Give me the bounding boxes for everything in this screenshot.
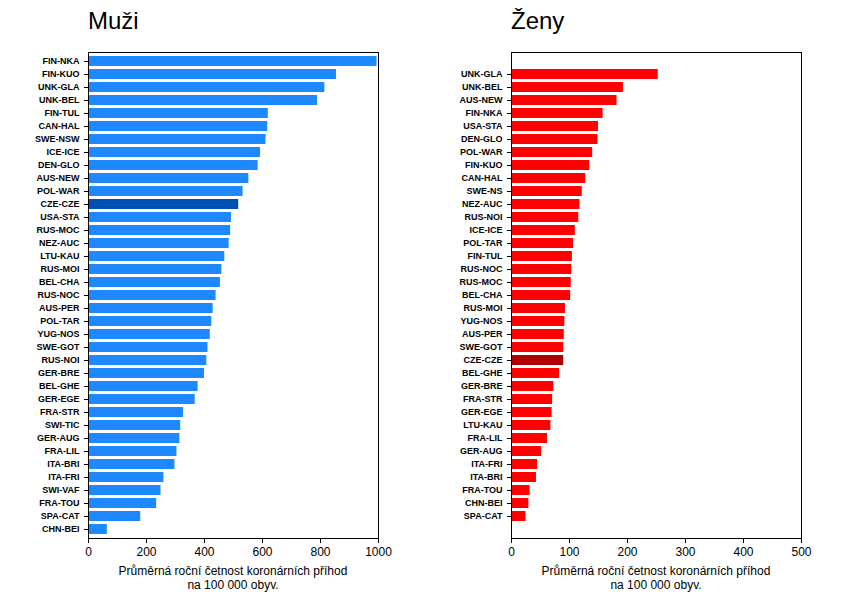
svg-text:BEL-CHA: BEL-CHA <box>462 290 503 300</box>
svg-text:RUS-NOC: RUS-NOC <box>461 264 503 274</box>
svg-text:RUS-MOC: RUS-MOC <box>37 225 80 235</box>
svg-text:USA-STA: USA-STA <box>463 121 503 131</box>
svg-text:SWI-VAF: SWI-VAF <box>42 485 80 495</box>
svg-text:LTU-KAU: LTU-KAU <box>463 420 502 430</box>
svg-text:AUS-NEW: AUS-NEW <box>460 95 504 105</box>
svg-text:SPA-CAT: SPA-CAT <box>41 511 80 521</box>
svg-text:GER-AUG: GER-AUG <box>37 433 80 443</box>
html-text:Ženy: Ženy <box>511 7 565 34</box>
svg-text:CAN-HAL: CAN-HAL <box>462 173 503 183</box>
svg-text:GER-EGE: GER-EGE <box>38 394 80 404</box>
svg-text:POL-TAR: POL-TAR <box>463 238 503 248</box>
svg-text:SWE-NSW: SWE-NSW <box>35 134 80 144</box>
svg-text:0: 0 <box>508 545 515 559</box>
html-text:Průměrná roční četnost koronár: Průměrná roční četnost koronárních přího… <box>541 564 771 592</box>
svg-text:ITA-BRI: ITA-BRI <box>470 472 502 482</box>
svg-text:400: 400 <box>733 545 753 559</box>
svg-text:SWE-GOT: SWE-GOT <box>460 342 503 352</box>
svg-text:BEL-GHE: BEL-GHE <box>39 381 80 391</box>
svg-text:DEN-GLO: DEN-GLO <box>461 134 503 144</box>
svg-text:500: 500 <box>791 545 811 559</box>
svg-text:ITA-FRI: ITA-FRI <box>471 459 502 469</box>
svg-text:ITA-FRI: ITA-FRI <box>48 472 79 482</box>
svg-text:RUS-MOI: RUS-MOI <box>41 264 80 274</box>
svg-text:UNK-BEL: UNK-BEL <box>462 82 503 92</box>
svg-text:ITA-BRI: ITA-BRI <box>47 459 79 469</box>
svg-text:CHN-BEI: CHN-BEI <box>465 498 503 508</box>
svg-text:RUS-MOC: RUS-MOC <box>460 277 503 287</box>
svg-text:200: 200 <box>136 545 156 559</box>
svg-text:POL-WAR: POL-WAR <box>460 147 503 157</box>
svg-text:BEL-GHE: BEL-GHE <box>462 368 503 378</box>
svg-text:RUS-NOI: RUS-NOI <box>465 212 503 222</box>
svg-text:FIN-KUO: FIN-KUO <box>465 160 503 170</box>
svg-text:ICE-ICE: ICE-ICE <box>46 147 79 157</box>
svg-text:400: 400 <box>194 545 214 559</box>
svg-text:GER-BRE: GER-BRE <box>38 368 80 378</box>
svg-text:BEL-CHA: BEL-CHA <box>39 277 80 287</box>
svg-text:GER-EGE: GER-EGE <box>461 407 503 417</box>
svg-text:LTU-KAU: LTU-KAU <box>40 251 79 261</box>
svg-text:RUS-MOI: RUS-MOI <box>464 303 503 313</box>
svg-text:0: 0 <box>85 545 92 559</box>
svg-text:RUS-NOC: RUS-NOC <box>38 290 80 300</box>
svg-text:1000: 1000 <box>365 545 392 559</box>
svg-text:CZE-CZE: CZE-CZE <box>464 355 503 365</box>
svg-text:SWE-GOT: SWE-GOT <box>37 342 80 352</box>
svg-text:200: 200 <box>617 545 637 559</box>
svg-text:CHN-BEI: CHN-BEI <box>42 524 80 534</box>
svg-text:AUS-PER: AUS-PER <box>462 329 503 339</box>
svg-text:ICE-ICE: ICE-ICE <box>469 225 502 235</box>
svg-text:FRA-LIL: FRA-LIL <box>468 433 503 443</box>
svg-text:GER-AUG: GER-AUG <box>460 446 503 456</box>
svg-text:POL-TAR: POL-TAR <box>40 316 80 326</box>
svg-text:100: 100 <box>559 545 579 559</box>
svg-text:YUG-NOS: YUG-NOS <box>460 316 502 326</box>
svg-text:UNK-BEL: UNK-BEL <box>39 95 80 105</box>
svg-text:FRA-LIL: FRA-LIL <box>45 446 80 456</box>
svg-text:POL-WAR: POL-WAR <box>37 186 80 196</box>
svg-text:RUS-NOI: RUS-NOI <box>42 355 80 365</box>
svg-text:FRA-STR: FRA-STR <box>40 407 80 417</box>
svg-text:CZE-CZE: CZE-CZE <box>41 199 80 209</box>
svg-text:FRA-TOU: FRA-TOU <box>462 485 502 495</box>
svg-text:DEN-GLO: DEN-GLO <box>38 160 80 170</box>
svg-text:SPA-CAT: SPA-CAT <box>464 511 503 521</box>
svg-text:GER-BRE: GER-BRE <box>461 381 503 391</box>
svg-text:NEZ-AUC: NEZ-AUC <box>462 199 503 209</box>
svg-text:AUS-NEW: AUS-NEW <box>37 173 81 183</box>
svg-text:FIN-NKA: FIN-NKA <box>466 108 503 118</box>
svg-text:YUG-NOS: YUG-NOS <box>37 329 79 339</box>
svg-text:300: 300 <box>675 545 695 559</box>
svg-text:UNK-GLA: UNK-GLA <box>38 82 80 92</box>
svg-text:FRA-TOU: FRA-TOU <box>39 498 79 508</box>
svg-text:FIN-TUL: FIN-TUL <box>45 108 80 118</box>
html-text:Muži: Muži <box>88 7 139 34</box>
svg-text:AUS-PER: AUS-PER <box>39 303 80 313</box>
svg-text:FIN-TUL: FIN-TUL <box>468 251 503 261</box>
svg-text:FIN-NKA: FIN-NKA <box>43 56 80 66</box>
svg-text:FRA-STR: FRA-STR <box>463 394 503 404</box>
svg-text:CAN-HAL: CAN-HAL <box>39 121 80 131</box>
html-text:Průměrná roční četnost koronár: Průměrná roční četnost koronárních přího… <box>118 564 348 592</box>
svg-text:NEZ-AUC: NEZ-AUC <box>39 238 80 248</box>
svg-text:800: 800 <box>310 545 330 559</box>
svg-text:UNK-GLA: UNK-GLA <box>461 69 503 79</box>
svg-text:600: 600 <box>252 545 272 559</box>
svg-text:SWE-NS: SWE-NS <box>467 186 503 196</box>
svg-text:USA-STA: USA-STA <box>40 212 80 222</box>
svg-text:FIN-KUO: FIN-KUO <box>42 69 80 79</box>
svg-text:SWI-TIC: SWI-TIC <box>45 420 80 430</box>
